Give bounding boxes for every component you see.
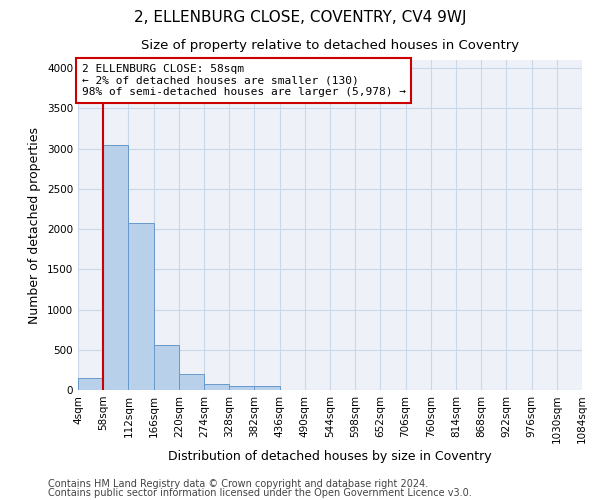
Bar [179,374,204,390]
Text: Contains HM Land Registry data © Crown copyright and database right 2024.: Contains HM Land Registry data © Crown c… [48,479,428,489]
Text: 2 ELLENBURG CLOSE: 58sqm
← 2% of detached houses are smaller (130)
98% of semi-d: 2 ELLENBURG CLOSE: 58sqm ← 2% of detache… [82,64,406,97]
X-axis label: Distribution of detached houses by size in Coventry: Distribution of detached houses by size … [168,450,492,464]
Y-axis label: Number of detached properties: Number of detached properties [28,126,41,324]
Bar [204,384,229,390]
Bar [254,386,280,390]
Text: 2, ELLENBURG CLOSE, COVENTRY, CV4 9WJ: 2, ELLENBURG CLOSE, COVENTRY, CV4 9WJ [134,10,466,25]
Title: Size of property relative to detached houses in Coventry: Size of property relative to detached ho… [141,39,519,52]
Bar [154,346,179,390]
Bar [103,144,128,390]
Bar [229,386,254,390]
Text: Contains public sector information licensed under the Open Government Licence v3: Contains public sector information licen… [48,488,472,498]
Bar [128,224,154,390]
Bar [78,378,103,390]
